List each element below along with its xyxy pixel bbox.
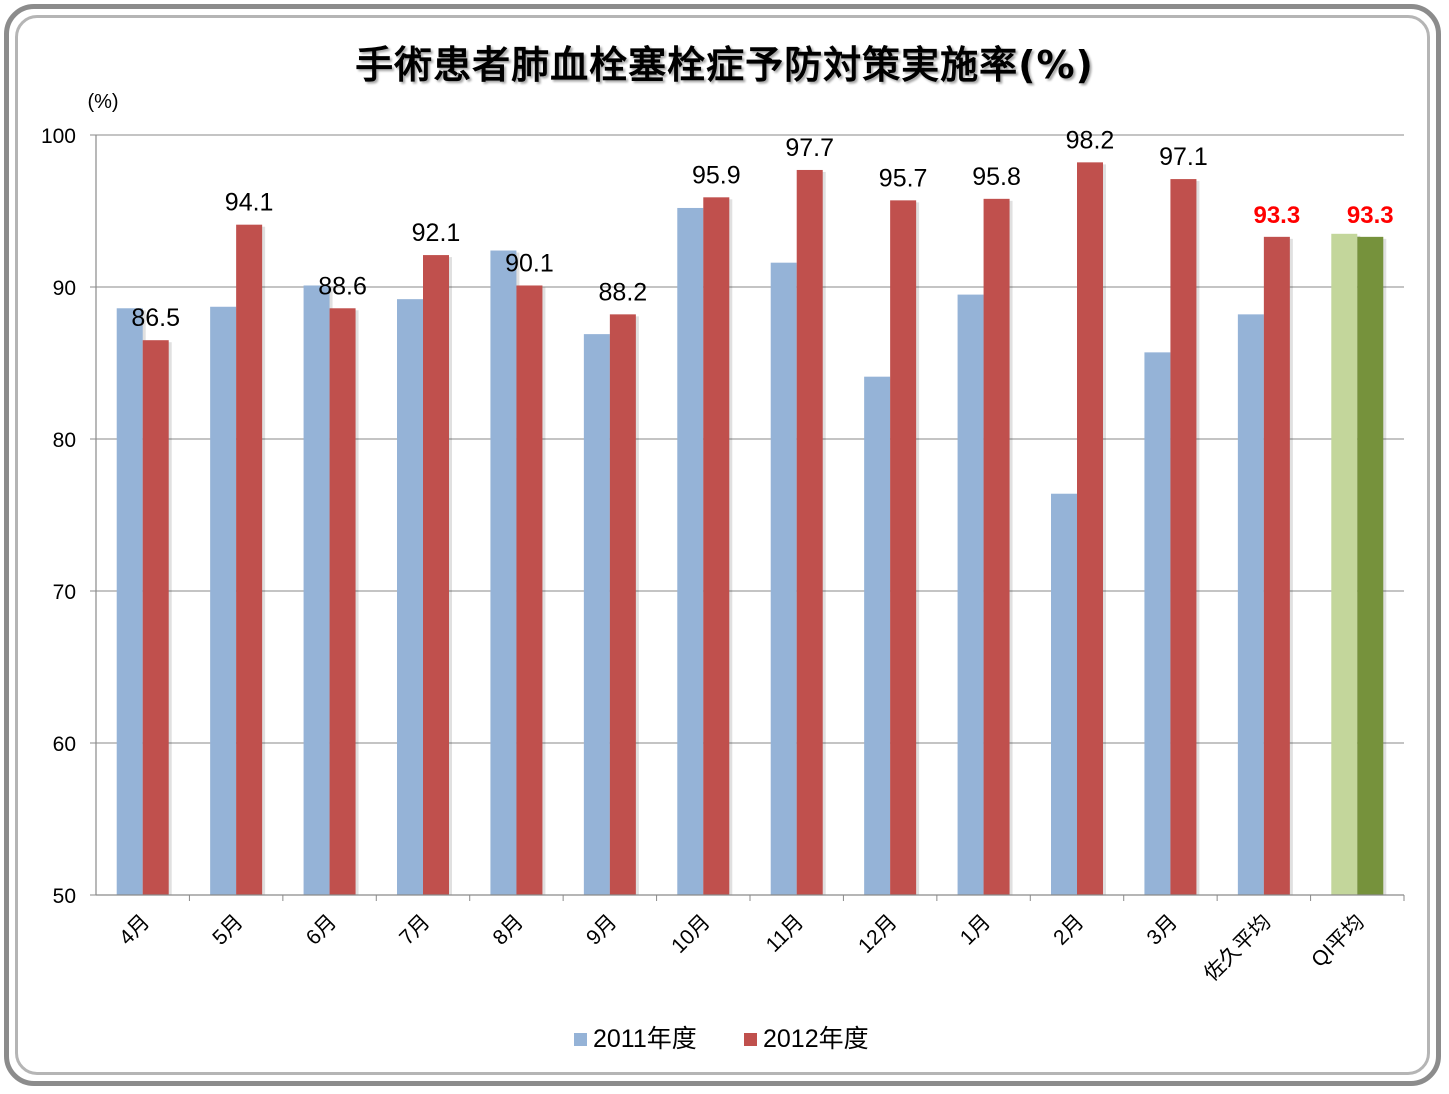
data-label: 92.1 [412,219,461,247]
bar-2011 [210,306,237,895]
bar-2012 [142,340,169,895]
data-label: 95.7 [879,164,928,192]
y-tick-label: 50 [53,885,76,908]
bar-2012 [423,255,449,895]
y-axis-unit-label: (%) [87,91,118,113]
data-label: 97.7 [785,134,834,162]
data-label: 95.8 [972,163,1021,191]
legend-swatch [744,1033,757,1046]
y-tick-label: 70 [53,581,76,604]
data-label: 94.1 [225,189,274,217]
data-label: 93.3 [1347,202,1394,229]
data-label: 97.1 [1159,143,1208,171]
x-tick-label: 1月 [956,910,995,949]
x-tick-label: 8月 [489,910,528,949]
bar-2012 [703,197,730,895]
bar-2011 [583,334,610,895]
x-tick-label: 5月 [208,910,247,949]
outer-frame [4,4,1441,1086]
bar-2011 [770,262,797,895]
bar-2012 [1077,162,1103,896]
x-tick-label: 6月 [302,910,341,949]
data-label: 88.2 [599,278,648,306]
bar-2012 [1170,179,1197,895]
data-label: 88.6 [318,272,367,300]
y-tick-label: 60 [53,733,76,756]
x-tick-label: 2月 [1049,910,1088,949]
bar-2012 [796,169,823,895]
y-tick-label: 90 [53,277,76,300]
bar-2012 [1357,236,1384,896]
bar-2011 [397,299,423,895]
bar-2012 [983,198,1010,896]
bar-2012 [1263,236,1290,896]
x-tick-label: 3月 [1143,910,1182,949]
legend-swatch [574,1033,587,1046]
x-tick-label: QI平均 [1307,910,1369,972]
bar-2011 [1331,233,1358,896]
y-tick-label: 100 [41,125,76,148]
bar-2011 [490,250,517,895]
legend-label: 2011年度 [593,1025,697,1053]
bar-2011 [864,376,891,895]
data-label: 93.3 [1253,202,1300,229]
bar-2012 [890,200,917,896]
bar-2012 [329,308,356,895]
bar-2011 [116,308,143,895]
chart-title: 手術患者肺血栓塞栓症予防対策実施率(%) [355,43,1094,87]
bar-2011 [1051,493,1077,895]
data-label: 98.2 [1066,126,1115,154]
y-tick-label: 80 [53,429,76,452]
data-label: 90.1 [505,249,554,277]
bar-2011 [1237,314,1264,895]
x-tick-label: 7月 [395,910,434,949]
x-tick-label: 12月 [854,910,902,958]
x-tick-label: 4月 [115,910,154,949]
x-tick-label: 10月 [667,910,715,958]
x-tick-label: 11月 [762,910,809,957]
bar-2012 [516,285,543,896]
inner-frame [15,15,1430,1075]
data-label: 86.5 [131,304,180,332]
bar-2011 [303,285,330,896]
bar-2012 [609,314,636,895]
bar-2011 [677,207,704,895]
data-label: 95.9 [692,161,741,189]
bar-2011 [957,294,984,896]
bar-2011 [1144,352,1171,895]
legend-label: 2012年度 [763,1025,869,1053]
bar-2012 [236,224,263,895]
x-tick-label: 9月 [582,910,621,949]
x-tick-label: 佐久平均 [1200,910,1276,986]
